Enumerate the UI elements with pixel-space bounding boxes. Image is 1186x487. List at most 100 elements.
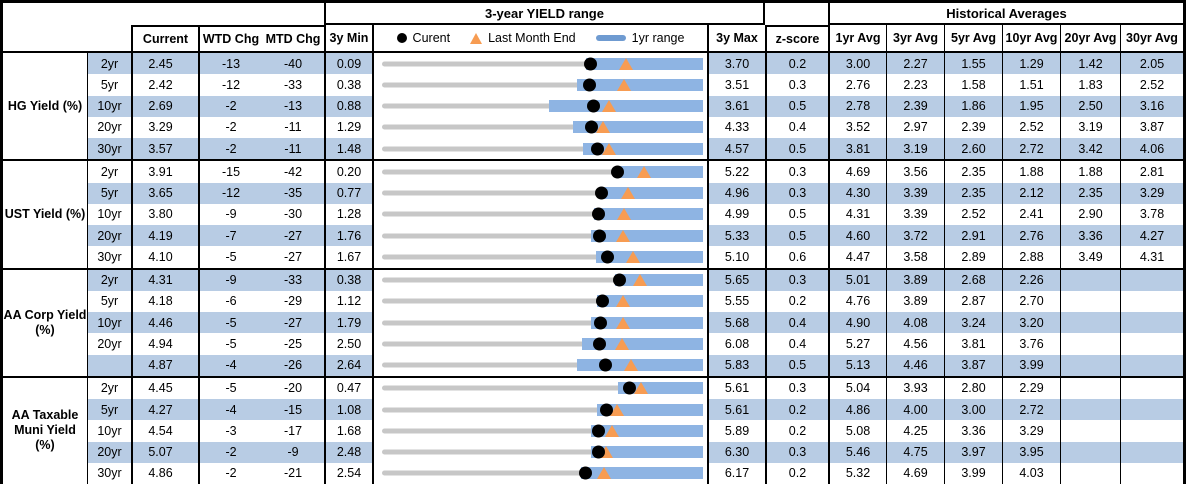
range-track <box>382 233 701 239</box>
one-year-range-bar <box>576 78 703 91</box>
range-max-cell: 5.33 <box>707 225 765 247</box>
legend-range-label: 1yr range <box>631 31 685 45</box>
current-cell: 4.27 <box>131 399 198 421</box>
avg-cell <box>1120 312 1183 334</box>
mtd-chg-cell: -30 <box>262 203 324 225</box>
tenor-cell: 2yr <box>87 161 131 183</box>
range-min-cell: 1.08 <box>324 399 372 421</box>
legend-current: Curent <box>396 31 450 45</box>
tenor-cell: 2yr <box>87 377 131 399</box>
table-row: 2yr 2.45 -13 -40 0.09 3.70 0.2 3.00 2.27 1.55 1.29… <box>87 53 1183 75</box>
current-dot <box>594 186 608 200</box>
range-track <box>382 362 701 368</box>
avg-cell: 2.72 <box>1002 399 1060 421</box>
mtd-chg-cell: -26 <box>262 354 324 376</box>
avg-cell: 4.86 <box>828 399 886 421</box>
col-header-3y-min: 3y Min <box>324 25 372 51</box>
avg-cell: 3.78 <box>1120 203 1183 225</box>
yield-range-chart <box>372 377 707 399</box>
avg-cell: 2.52 <box>944 203 1002 225</box>
range-track <box>382 211 701 217</box>
zscore-cell: 0.4 <box>765 116 828 138</box>
current-dot <box>591 142 605 156</box>
avg-cell: 1.86 <box>944 95 1002 117</box>
group-rows: 2yr 4.31 -9 -33 0.38 5.65 0.3 5.01 3.89 2.68 2.26 5… <box>87 269 1183 376</box>
table-row: 20yr 5.07 -2 -9 2.48 6.30 0.3 5.46 4.75 3.97 3.95 <box>87 441 1183 463</box>
current-cell: 5.07 <box>131 441 198 463</box>
col-header-3y-max: 3y Max <box>707 25 765 51</box>
group-rows: 2yr 2.45 -13 -40 0.09 3.70 0.2 3.00 2.27 1.55 1.29… <box>87 53 1183 160</box>
avg-cell: 3.58 <box>886 246 944 268</box>
avg-cell: 1.51 <box>1002 74 1060 96</box>
range-track <box>382 470 701 476</box>
tenor-cell: 5yr <box>87 399 131 421</box>
yield-range-chart <box>372 138 707 160</box>
tenor-cell: 20yr <box>87 441 131 463</box>
one-year-range-bar <box>586 57 703 70</box>
range-min-cell: 0.77 <box>324 182 372 204</box>
avg-cell: 4.69 <box>886 462 944 484</box>
avg-cell: 4.06 <box>1120 138 1183 160</box>
avg-cell <box>1060 399 1120 421</box>
avg-cell: 1.88 <box>1002 161 1060 183</box>
avg-cell: 1.58 <box>944 74 1002 96</box>
zscore-cell: 0.4 <box>765 312 828 334</box>
avg-cell: 4.31 <box>828 203 886 225</box>
avg-cell: 2.39 <box>944 116 1002 138</box>
wtd-chg-cell: -5 <box>198 246 262 268</box>
avg-cell: 2.50 <box>1060 95 1120 117</box>
wtd-chg-cell: -2 <box>198 138 262 160</box>
wtd-chg-cell: -2 <box>198 116 262 138</box>
current-dot <box>622 381 636 395</box>
avg-cell: 3.49 <box>1060 246 1120 268</box>
current-cell: 3.91 <box>131 161 198 183</box>
range-max-cell: 5.55 <box>707 290 765 312</box>
zscore-cell: 0.3 <box>765 441 828 463</box>
tenor-cell: 20yr <box>87 116 131 138</box>
current-cell: 2.45 <box>131 53 198 75</box>
range-max-cell: 4.57 <box>707 138 765 160</box>
range-min-cell: 1.12 <box>324 290 372 312</box>
last-month-triangle <box>617 208 632 221</box>
wtd-chg-cell: -6 <box>198 290 262 312</box>
range-bar-icon <box>595 35 626 41</box>
zscore-cell: 0.4 <box>765 333 828 355</box>
current-cell: 4.19 <box>131 225 198 247</box>
current-cell: 2.42 <box>131 74 198 96</box>
range-max-cell: 4.33 <box>707 116 765 138</box>
range-track <box>382 124 701 130</box>
tenor-cell: 20yr <box>87 333 131 355</box>
one-year-range-bar <box>615 165 703 178</box>
current-cell: 4.31 <box>131 269 198 291</box>
one-year-range-bar <box>549 100 703 113</box>
group-rows: 2yr 3.91 -15 -42 0.20 5.22 0.3 4.69 3.56 2.35 1.88… <box>87 161 1183 268</box>
col-header-current: Current <box>131 25 198 51</box>
avg-cell: 3.42 <box>1060 138 1120 160</box>
avg-cell: 2.60 <box>944 138 1002 160</box>
avg-cell: 5.32 <box>828 462 886 484</box>
yield-range-chart <box>372 161 707 183</box>
table-row: 5yr 4.18 -6 -29 1.12 5.55 0.2 4.76 3.89 2.87 2.70 <box>87 290 1183 312</box>
yield-range-chart <box>372 269 707 291</box>
avg-cell: 2.29 <box>1002 377 1060 399</box>
avg-cell: 4.56 <box>886 333 944 355</box>
avg-cell <box>1060 312 1120 334</box>
last-month-triangle <box>616 295 631 308</box>
avg-cell: 1.95 <box>1002 95 1060 117</box>
avg-cell: 3.16 <box>1120 95 1183 117</box>
avg-cell: 4.25 <box>886 420 944 442</box>
one-year-range-bar <box>581 467 703 480</box>
avg-cell: 2.41 <box>1002 203 1060 225</box>
yield-range-chart <box>372 462 707 484</box>
tenor-cell: 20yr <box>87 225 131 247</box>
group-label: AA Corp Yield (%) <box>3 269 87 376</box>
last-month-triangle <box>620 187 635 200</box>
avg-cell: 4.00 <box>886 399 944 421</box>
avg-cell: 1.55 <box>944 53 1002 75</box>
zscore-cell: 0.5 <box>765 203 828 225</box>
one-year-range-bar <box>597 295 703 308</box>
avg-cell <box>1120 441 1183 463</box>
avg-cell: 5.01 <box>828 269 886 291</box>
range-track <box>382 82 701 88</box>
col-header-mtd-chg: MTD Chg <box>262 25 324 51</box>
